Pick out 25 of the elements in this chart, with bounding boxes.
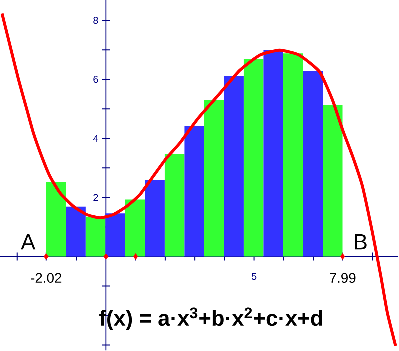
bar (164, 154, 185, 257)
line-series (0, 12, 398, 348)
bar (184, 126, 204, 257)
x-tick-label: 7.99 (330, 273, 356, 284)
bar (323, 104, 343, 257)
y-tick-label: 8 (94, 17, 98, 24)
bar (125, 200, 146, 257)
y-tick-label: 4 (93, 135, 98, 142)
bar (106, 214, 126, 257)
bar (46, 182, 66, 257)
annotation: B (355, 234, 367, 250)
bar (244, 59, 264, 257)
bar (66, 206, 86, 257)
x-tick-label: -2.02 (31, 273, 62, 284)
x-tick-label: 5 (252, 273, 257, 280)
y-tick-label: 2 (94, 194, 98, 202)
y-tick-label: 6 (94, 76, 98, 84)
bar (303, 71, 324, 257)
bar (264, 50, 284, 257)
bar (86, 216, 106, 257)
annotation: A (21, 234, 36, 250)
bar (204, 100, 224, 257)
bar (284, 54, 304, 257)
bar (145, 180, 165, 257)
bar (224, 76, 244, 257)
